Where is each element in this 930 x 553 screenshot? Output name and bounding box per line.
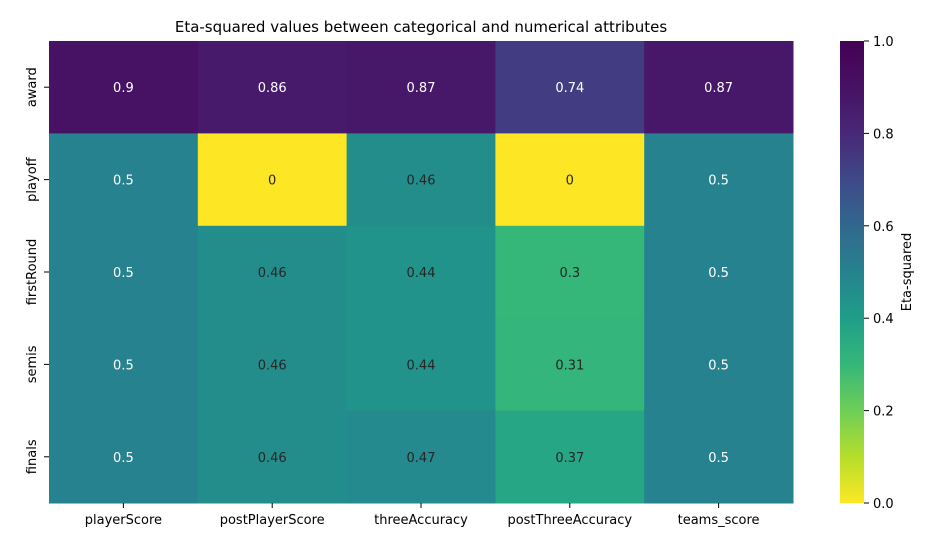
colorbar-tick-label: 0.8 — [873, 127, 894, 142]
x-tick-label: playerScore — [85, 513, 162, 528]
heatmap-cell — [644, 41, 794, 134]
cell-value-label: 0.46 — [407, 174, 436, 189]
colorbar — [840, 41, 864, 503]
cell-value-label: 0.44 — [407, 358, 436, 373]
heatmap-cell — [644, 225, 794, 319]
heatmap-cell — [346, 133, 496, 227]
cell-value-label: 0.86 — [258, 81, 287, 96]
heatmap-cell — [495, 410, 645, 504]
cell-value-label: 0.5 — [113, 358, 134, 373]
heatmap-cell — [49, 41, 199, 134]
cell-value-label: 0 — [566, 174, 574, 189]
heatmap-cell — [197, 318, 348, 412]
heatmap-cell — [197, 41, 348, 134]
cell-value-label: 0.5 — [113, 266, 134, 281]
y-tick-label: playoff — [25, 156, 40, 201]
x-axis: playerScore postPlayerScore threeAccuracy p… — [85, 503, 760, 528]
x-tick-label: teams_score — [678, 513, 760, 528]
colorbar-tick-label: 0.2 — [873, 405, 894, 420]
cell-value-label: 0.5 — [708, 174, 729, 189]
cell-value-label: 0.46 — [258, 451, 287, 466]
heatmap-cell — [495, 318, 645, 412]
colorbar-tick-label: 0.6 — [873, 220, 894, 235]
cell-value-label: 0.46 — [258, 358, 287, 373]
colorbar-ticks: 0.0 0.2 0.4 0.6 0.8 1.0 — [864, 35, 894, 512]
cell-value-label: 0.37 — [555, 451, 584, 466]
heatmap-cell — [49, 318, 199, 412]
colorbar-tick-label: 0.0 — [873, 497, 894, 512]
heatmap-cell — [346, 41, 496, 134]
cell-value-label: 0.5 — [113, 174, 134, 189]
cell-value-label: 0.74 — [555, 81, 584, 96]
cell-value-label: 0.5 — [708, 451, 729, 466]
heatmap-cell — [495, 41, 645, 134]
heatmap-cell — [49, 133, 199, 227]
cell-value-label: 0.87 — [704, 81, 733, 96]
heatmap-cell — [49, 410, 199, 504]
cell-value-label: 0.46 — [258, 266, 287, 281]
cell-value-label: 0.31 — [555, 358, 584, 373]
heatmap-cell — [346, 410, 496, 504]
heatmap-cell — [644, 133, 794, 227]
colorbar-tick-label: 1.0 — [873, 35, 894, 50]
heatmap-cell — [644, 318, 794, 412]
cell-value-label: 0.87 — [407, 81, 436, 96]
heatmap-cell — [49, 225, 199, 319]
colorbar-tick-label: 0.4 — [873, 312, 894, 327]
cell-value-label: 0 — [268, 174, 276, 189]
cell-value-label: 0.9 — [113, 81, 134, 96]
heatmap-cell — [346, 225, 496, 319]
y-tick-label: finals — [25, 439, 40, 474]
heatmap-cell — [197, 410, 348, 504]
x-tick-label: threeAccuracy — [374, 513, 468, 528]
y-tick-label: semis — [25, 345, 40, 383]
heatmap-cell — [644, 410, 794, 504]
cell-value-label: 0.5 — [708, 358, 729, 373]
cell-value-label: 0.44 — [407, 266, 436, 281]
x-tick-label: postPlayerScore — [220, 513, 325, 528]
heatmap-cells: 0.9 0.86 0.87 0.74 0.87 0.5 0 0.46 0 0.5 0.5 0.46 0.… — [49, 41, 794, 504]
cell-value-label: 0.47 — [407, 451, 436, 466]
cell-value-label: 0.5 — [113, 451, 134, 466]
colorbar-label: Eta-squared — [900, 233, 915, 312]
heatmap-cell — [346, 318, 496, 412]
y-tick-label: firstRound — [25, 239, 40, 306]
x-tick-label: postThreeAccuracy — [507, 513, 632, 528]
heatmap-cell — [495, 133, 645, 227]
heatmap-cell — [197, 225, 348, 319]
chart-title: Eta-squared values between categorical a… — [175, 18, 667, 36]
y-axis: award playoff firstRound semis finals — [25, 67, 49, 474]
y-tick-label: award — [25, 67, 40, 107]
cell-value-label: 0.3 — [559, 266, 580, 281]
cell-value-label: 0.5 — [708, 266, 729, 281]
heatmap-cell — [495, 225, 645, 319]
heatmap-cell — [197, 133, 348, 227]
